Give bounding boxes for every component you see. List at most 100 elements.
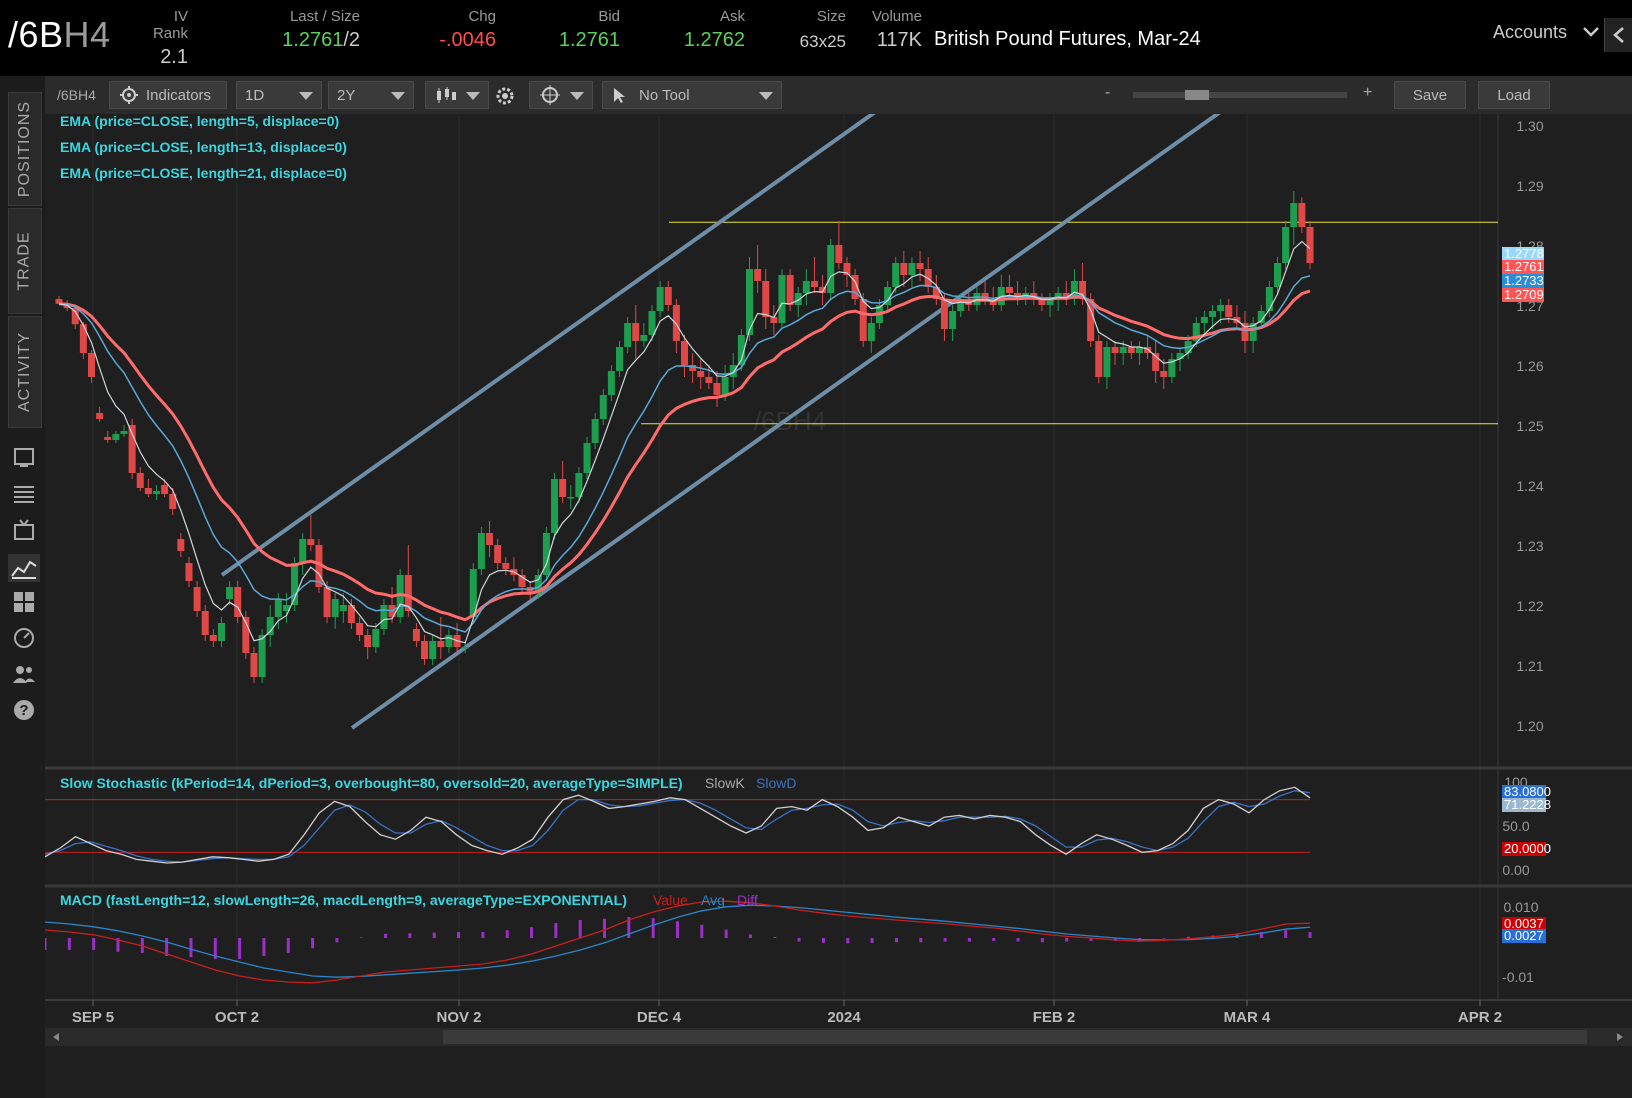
time-tick-label: SEP 5: [72, 1009, 114, 1026]
candle-body: [55, 299, 63, 304]
price-tick-label: 1.21: [1516, 658, 1543, 674]
candle-body: [1298, 203, 1306, 227]
people-icon[interactable]: [12, 662, 36, 686]
candle-body: [282, 605, 290, 611]
scrollbar-thumb: [443, 1030, 1587, 1044]
candle-body: [981, 293, 989, 299]
save-button[interactable]: Save: [1394, 81, 1466, 109]
price-badge-label: 1.2733: [1504, 273, 1544, 288]
candle-body: [315, 545, 323, 587]
candle-body: [339, 605, 347, 611]
candle-body: [437, 641, 445, 647]
candle-body: [729, 365, 737, 377]
last-value: 1.2761: [282, 29, 344, 51]
stoch-badge: [1502, 785, 1546, 799]
candle-body: [291, 563, 299, 605]
candle-body: [607, 371, 615, 395]
candle-body: [226, 587, 234, 599]
cursor-icon: [614, 88, 625, 103]
candle-body: [331, 599, 339, 617]
candle-body: [697, 371, 705, 377]
load-button[interactable]: Load: [1478, 81, 1550, 109]
candle-body: [1046, 299, 1054, 305]
macd-badge: [1502, 929, 1546, 943]
candle-body: [1135, 347, 1143, 353]
chevron-down-icon: [466, 92, 480, 100]
candle-body: [656, 287, 664, 311]
chevron-left-icon: [1613, 27, 1624, 43]
stoch-badge: [1502, 842, 1546, 856]
candle-body: [323, 587, 331, 617]
interval-dropdown[interactable]: 1D: [236, 81, 322, 109]
candle-body: [762, 281, 770, 317]
gauge-icon[interactable]: [12, 626, 36, 650]
candle-body: [1070, 281, 1078, 299]
tab-positions[interactable]: POSITIONS: [8, 92, 42, 206]
zoom-slider-thumb[interactable]: [1185, 90, 1209, 100]
candle-body: [802, 281, 810, 293]
ema-study-label: EMA (price=CLOSE, length=5, displace=0): [60, 114, 339, 129]
tab-positions-label: POSITIONS: [16, 100, 33, 198]
candle-body: [71, 308, 79, 325]
gear-icon[interactable]: [494, 85, 516, 107]
grid-icon[interactable]: [12, 590, 36, 614]
price-tick-label: 1.25: [1516, 418, 1543, 434]
indicators-button[interactable]: Indicators: [109, 81, 227, 109]
chevron-down-icon[interactable]: [1580, 22, 1602, 42]
candle-body: [177, 539, 185, 551]
tab-trade[interactable]: TRADE: [8, 208, 42, 314]
candle-body: [551, 479, 559, 533]
macd-badge: [1502, 917, 1546, 931]
candle-body: [1225, 305, 1233, 317]
chart-type-dropdown[interactable]: [425, 81, 489, 109]
ema-study-label: EMA (price=CLOSE, length=13, displace=0): [60, 139, 347, 155]
tab-activity[interactable]: ACTIVITY: [8, 316, 42, 428]
ema21-line: [58, 289, 1311, 622]
chart-area[interactable]: /6BH4 Indicators 1D 2Y No Tool - + Save …: [45, 76, 1632, 1098]
monitor-icon[interactable]: [12, 446, 36, 470]
zoom-slider[interactable]: [1133, 90, 1347, 100]
zoom-in-button[interactable]: +: [1363, 84, 1373, 101]
iv-rank-label: IV Rank: [152, 8, 188, 42]
candle-body: [1119, 347, 1127, 353]
drawing-tool-dropdown[interactable]: No Tool: [602, 81, 782, 109]
candle-body: [1087, 299, 1095, 341]
candle-body: [1176, 353, 1184, 359]
tv-icon[interactable]: [12, 518, 36, 542]
candle-body: [185, 563, 193, 581]
left-sidebar: POSITIONS TRADE ACTIVITY ?: [0, 76, 46, 1098]
help-icon[interactable]: ?: [12, 698, 36, 722]
list-icon[interactable]: [12, 482, 36, 506]
time-tick-label: FEB 2: [1033, 1009, 1076, 1026]
tab-activity-label: ACTIVITY: [16, 331, 34, 413]
candle-body: [120, 431, 128, 434]
range-dropdown[interactable]: 2Y: [328, 81, 414, 109]
candle-body: [364, 635, 372, 647]
chevron-down-icon: [299, 92, 313, 100]
macd-label: MACD (fastLength=12, slowLength=26, macd…: [60, 892, 627, 908]
bid: Bid 1.2761: [555, 8, 620, 52]
size-label: Size: [816, 8, 846, 25]
candle-body: [486, 533, 494, 545]
size-value: 63x25: [799, 32, 846, 51]
candle-body: [209, 635, 217, 641]
price-tick-label: 1.26: [1516, 358, 1543, 374]
candle-body: [372, 629, 380, 647]
tab-trade-label: TRADE: [16, 231, 34, 291]
last-size-value: /2: [343, 29, 360, 51]
chart-icon[interactable]: [8, 554, 40, 582]
price-chart[interactable]: 1.301.291.281.271.261.251.241.231.221.21…: [45, 114, 1632, 1098]
zoom-out-button[interactable]: -: [1105, 84, 1111, 101]
legend-slowk: SlowK: [705, 775, 745, 791]
symbol-title[interactable]: /6BH4: [8, 14, 111, 56]
candle-body: [1160, 371, 1168, 377]
ema13-line: [58, 275, 1311, 633]
accounts-menu[interactable]: Accounts: [1493, 22, 1568, 42]
chart-watermark: /6BH4: [754, 406, 826, 436]
stoch-tick-label: 0.00: [1502, 862, 1529, 878]
candle-body: [713, 383, 721, 395]
time-tick-label: MAR 4: [1224, 1009, 1271, 1026]
candle-body: [445, 635, 453, 647]
drawing-set-dropdown[interactable]: [529, 81, 593, 109]
side-panel-toggle[interactable]: [1604, 18, 1632, 52]
